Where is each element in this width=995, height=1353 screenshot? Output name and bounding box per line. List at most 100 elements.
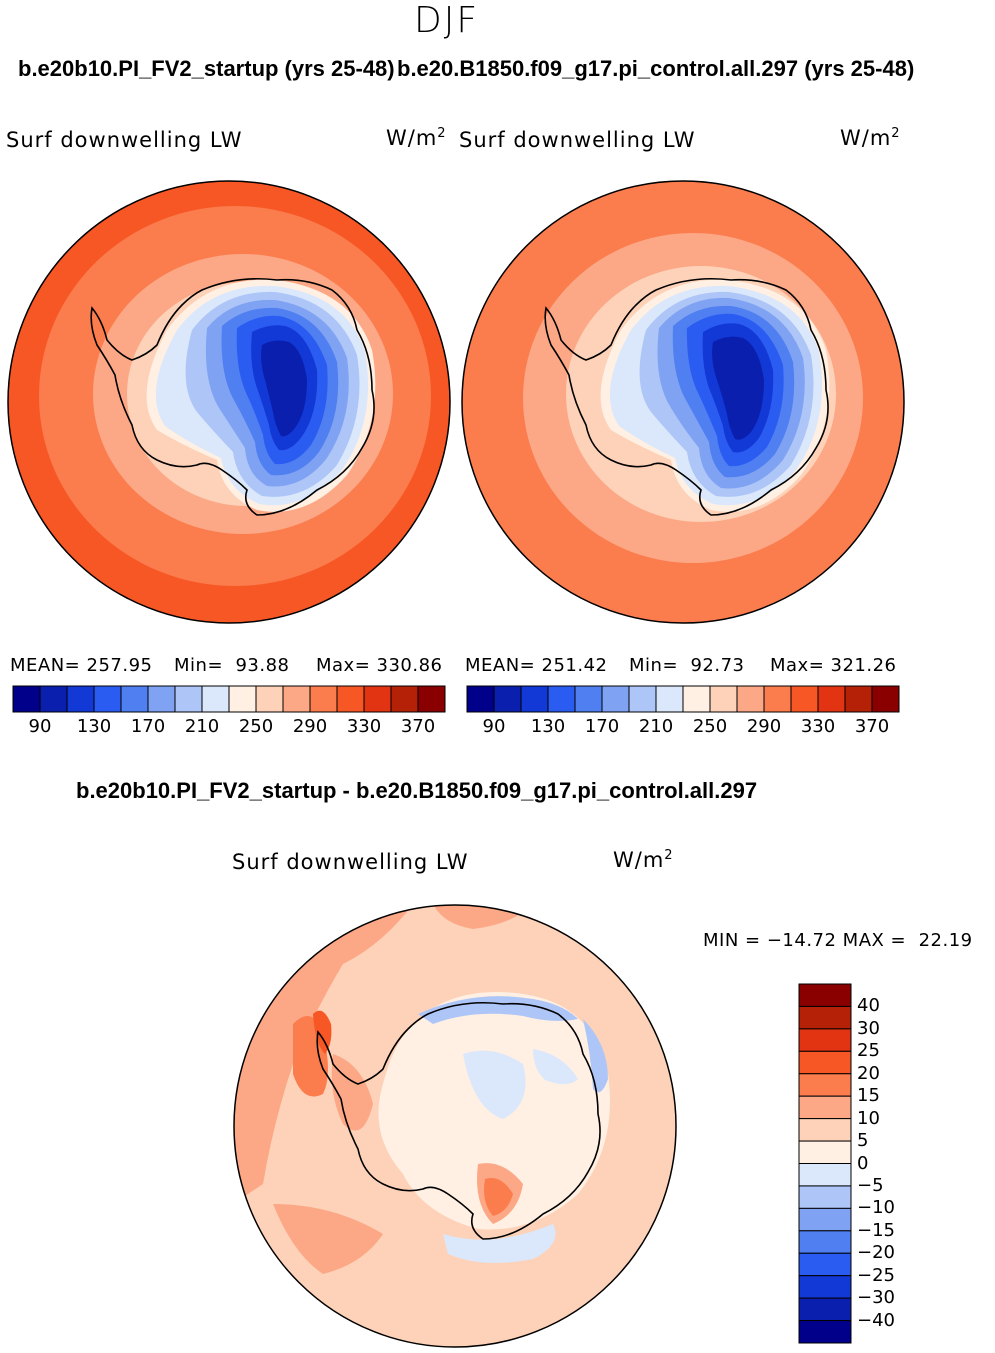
colorbar-panel-1-swatch [417,685,446,713]
colorbar-panel-1-swatch [12,685,41,713]
colorbar-difference-swatch [798,1073,852,1097]
colorbar-panel-1-swatch [39,685,68,713]
colorbar-panel-2-swatch [574,685,603,713]
colorbar-difference-tick-label: 20 [857,1062,880,1084]
colorbar-panel-2-swatch [628,685,657,713]
panel-2-mean: MEAN= 251.42 [465,655,608,676]
colorbar-difference-swatch [798,1185,852,1209]
panel-1-mean: MEAN= 257.95 [10,655,153,676]
panel-1-units: W/m2 [386,126,447,150]
colorbar-panel-1-swatch [66,685,95,713]
colorbar-difference-tick-label: 5 [857,1130,869,1152]
panel-2-units: W/m2 [840,126,901,150]
colorbar-panel-2-swatch [682,685,711,713]
colorbar-panel-1-swatch [336,685,365,713]
colorbar-difference-swatch [798,1230,852,1254]
colorbar-difference-tick-label: 0 [857,1152,869,1174]
colorbar-panel-2-tick-label: 250 [692,716,728,737]
colorbar-panel-1-tick-label: 130 [76,716,112,737]
colorbar-panel-1-swatch [93,685,122,713]
map-panel-1 [7,180,451,624]
colorbar-difference-swatch [798,1005,852,1030]
colorbar-panel-1-tick-label: 90 [28,716,52,737]
colorbar-difference-tick-label: −5 [857,1174,884,1196]
panel-1-max: Max= 330.86 [316,655,443,676]
colorbar-panel-1-swatch [390,685,419,713]
colorbar-panel-1-swatch [147,685,176,713]
difference-title: b.e20b10.PI_FV2_startup - b.e20.B1850.f0… [76,778,758,803]
colorbar-difference-swatch [798,1207,852,1232]
colorbar-difference-tick-label: 40 [857,995,880,1017]
colorbar-panel-1-swatch [228,685,257,713]
colorbar-panel-2-swatch [601,685,630,713]
colorbar-difference-swatch [798,1140,852,1164]
colorbar-panel-2-swatch [547,685,576,713]
difference-variable-label: Surf downwelling LW [232,850,469,874]
map-panel-2 [461,180,905,624]
colorbar-difference-tick-label: −25 [857,1264,895,1286]
panel-2-max: Max= 321.26 [770,655,897,676]
panel-2-title: b.e20.B1850.f09_g17.pi_control.all.297 (… [397,56,915,81]
colorbar-panel-2-swatch [790,685,819,713]
colorbar-panel-2-tick-label: 90 [482,716,506,737]
colorbar-difference-swatch [798,1050,852,1075]
difference-minmax: MIN = −14.72 MAX = 22.19 [703,930,973,951]
colorbar-panel-1-tick-label: 250 [238,716,274,737]
colorbar-panel-2-swatch [817,685,846,713]
colorbar-panel-2-swatch [466,685,495,713]
colorbar-panel-1-tick-label: 370 [400,716,436,737]
colorbar-panel-1-tick-label: 210 [184,716,220,737]
panel-2-min: Min= 92.73 [629,655,745,676]
colorbar-difference-tick-label: 25 [857,1040,880,1062]
colorbar-difference-swatch [798,1320,852,1344]
map-difference [233,904,677,1348]
colorbar-difference-tick-label: −30 [857,1287,895,1309]
colorbar-difference-tick-label: −20 [857,1242,895,1264]
colorbar-panel-2-swatch [736,685,765,713]
colorbar-panel-2-swatch [763,685,792,713]
panel-1-title: b.e20b10.PI_FV2_startup (yrs 25-48) [18,56,395,81]
colorbar-panel-1-tick-label: 330 [346,716,382,737]
colorbar-difference-tick-label: 15 [857,1085,880,1107]
colorbar-panel-2-ticks: 90 130 170 210 250 290 330 370 [467,716,899,740]
colorbar-panel-1-swatch [174,685,203,713]
colorbar-difference-tick-label: 10 [857,1107,880,1129]
colorbar-difference-ticks: 40 30 25 20 15 10 5 0 −5 −10 −15 −20 −25 −30 −40 [855,984,915,1343]
colorbar-difference-tick-label: 30 [857,1017,880,1039]
colorbar-panel-2-swatch [493,685,522,713]
colorbar-difference-swatch [798,1163,852,1187]
colorbar-panel-2-swatch [871,685,900,713]
colorbar-difference-swatch [798,983,852,1007]
colorbar-panel-1-tick-label: 170 [130,716,166,737]
colorbar-panel-2-tick-label: 330 [800,716,836,737]
colorbar-difference-swatch [798,1252,852,1277]
colorbar-panel-1-swatch [363,685,392,713]
colorbar-panel-1-swatch [120,685,149,713]
colorbar-panel-1-swatch [309,685,338,713]
colorbar-difference-tick-label: −15 [857,1219,895,1241]
colorbar-panel-2-tick-label: 130 [530,716,566,737]
colorbar-difference-swatch [798,1118,852,1142]
colorbar-panel-2-tick-label: 170 [584,716,620,737]
colorbar-panel-2 [466,685,900,713]
colorbar-panel-2-tick-label: 210 [638,716,674,737]
colorbar-panel-2-tick-label: 370 [854,716,890,737]
colorbar-panel-2-swatch [844,685,873,713]
colorbar-panel-2-tick-label: 290 [746,716,782,737]
colorbar-panel-2-swatch [709,685,738,713]
colorbar-panel-2-swatch [520,685,549,713]
colorbar-difference-swatch [798,1095,852,1120]
season-title: DJF [414,0,480,41]
colorbar-difference-swatch [798,1028,852,1052]
colorbar-panel-1-tick-label: 290 [292,716,328,737]
colorbar-panel-1-swatch [282,685,311,713]
colorbar-panel-1-swatch [255,685,284,713]
colorbar-difference-tick-label: −40 [857,1309,895,1331]
colorbar-difference-swatch [798,1297,852,1322]
colorbar-panel-2-swatch [655,685,684,713]
panel-2-variable-label: Surf downwelling LW [459,128,696,152]
colorbar-difference [798,983,852,1344]
colorbar-difference-swatch [798,1275,852,1299]
colorbar-panel-1-swatch [201,685,230,713]
difference-units: W/m2 [613,848,674,872]
